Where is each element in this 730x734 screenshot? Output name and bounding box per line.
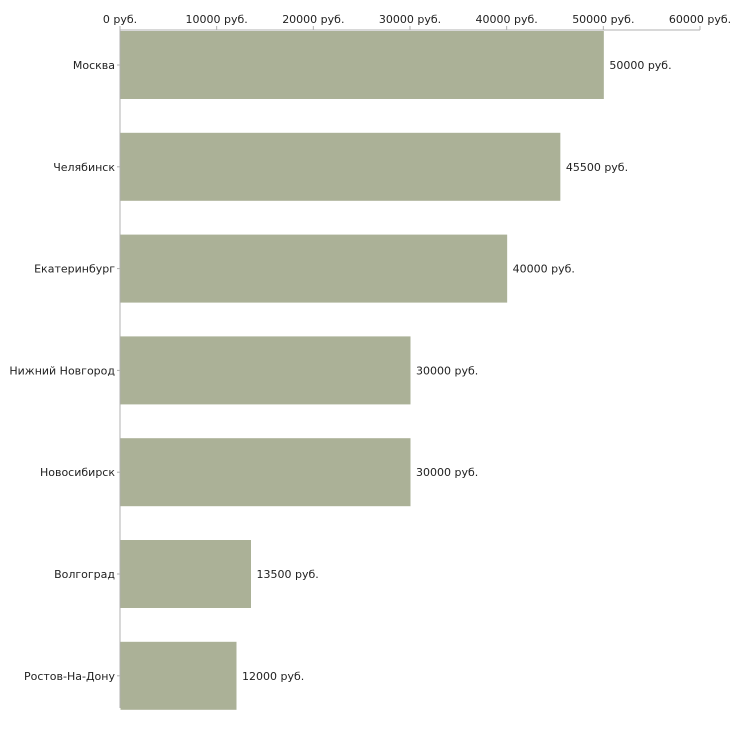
x-tick-label: 60000 руб. xyxy=(669,13,730,26)
category-label: Екатеринбург xyxy=(34,263,115,276)
axis-layer: 0 руб. 10000 руб. 20000 руб. 30000 руб. 4000… xyxy=(103,13,730,708)
value-label: 12000 руб. xyxy=(242,670,304,683)
x-tick-label: 50000 руб. xyxy=(572,13,634,26)
value-label: 30000 руб. xyxy=(416,364,478,377)
category-label: Москва xyxy=(73,59,115,72)
bar xyxy=(120,31,604,99)
value-label: 45500 руб. xyxy=(566,161,628,174)
x-tick-label: 10000 руб. xyxy=(186,13,248,26)
category-label: Ростов-На-Дону xyxy=(24,670,115,683)
category-label: Новосибирск xyxy=(40,466,115,479)
bar xyxy=(120,540,251,608)
value-label: 30000 руб. xyxy=(416,466,478,479)
category-label: Волгоград xyxy=(54,568,115,581)
labels-layer: Москва 50000 руб. Челябинск 45500 руб. Екате… xyxy=(9,59,671,683)
value-label: 13500 руб. xyxy=(257,568,319,581)
value-label: 50000 руб. xyxy=(609,59,671,72)
x-tick-label: 0 руб. xyxy=(103,13,137,26)
bar xyxy=(120,336,411,405)
x-tick-label: 20000 руб. xyxy=(282,13,344,26)
bars-layer xyxy=(120,31,604,710)
x-tick-label: 30000 руб. xyxy=(379,13,441,26)
x-tick-label: 40000 руб. xyxy=(476,13,538,26)
value-label: 40000 руб. xyxy=(513,263,575,276)
bar xyxy=(120,132,561,201)
category-label: Нижний Новгород xyxy=(9,364,115,377)
category-label: Челябинск xyxy=(53,161,115,174)
bar xyxy=(120,234,508,303)
bar xyxy=(120,641,237,710)
bar xyxy=(120,438,411,507)
